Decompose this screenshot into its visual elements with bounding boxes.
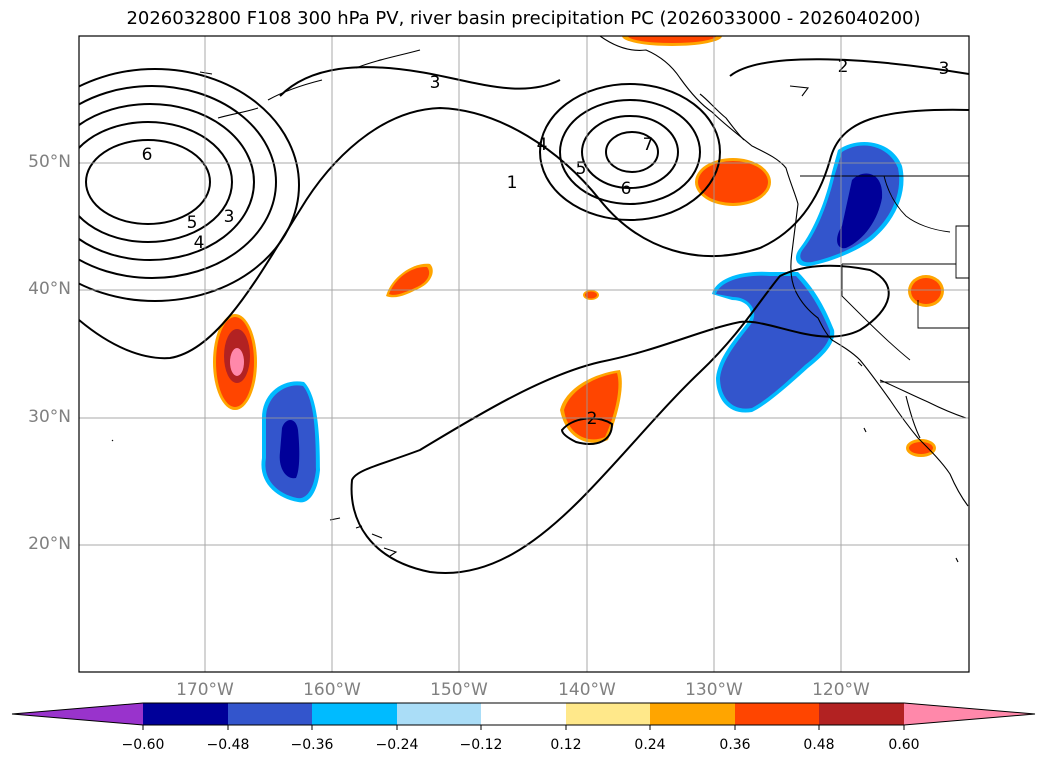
political-borders	[800, 175, 969, 383]
colorbar-tick-label: 0.24	[634, 737, 666, 753]
pv-contour-labels: 1 2 2 3 3 3 4 4 5 5 6 6 7	[142, 57, 950, 429]
contour-label: 7	[643, 135, 654, 155]
lat-label: 30°N	[28, 407, 71, 427]
negative-precip-anomalies	[261, 142, 904, 503]
colorbar-bin	[735, 703, 819, 725]
map-title: 2026032800 F108 300 hPa PV, river basin …	[126, 8, 921, 29]
lon-label: 140°W	[558, 680, 616, 700]
contour-label: 2	[587, 409, 598, 429]
colorbar-tick-label: 0.48	[803, 737, 835, 753]
lon-label: 130°W	[685, 680, 743, 700]
lon-label: 150°W	[430, 680, 488, 700]
lat-label: 20°N	[28, 534, 71, 554]
contour-label: 3	[939, 59, 950, 79]
contour-label: 5	[576, 159, 587, 179]
colorbar-tick-label: 0.60	[888, 737, 920, 753]
colorbar-under-arrow	[12, 703, 143, 725]
colorbar-tick-label: −0.24	[375, 737, 419, 753]
lon-label: 170°W	[176, 680, 234, 700]
contour-label: 4	[537, 135, 548, 155]
graticule	[79, 36, 969, 672]
map-content: 1 2 2 3 3 3 4 4 5 5 6 6 7	[79, 36, 969, 672]
colorbar-tick-label: 0.12	[550, 737, 582, 753]
lon-label: 120°W	[812, 680, 870, 700]
contour-label: 6	[621, 179, 632, 199]
colorbar-bin	[566, 703, 650, 725]
contour-label: 3	[430, 73, 441, 93]
colorbar-bin	[312, 703, 397, 725]
colorbar-bin	[143, 703, 228, 725]
contour-label: 6	[142, 145, 153, 165]
colorbar-bin	[481, 703, 566, 725]
lat-label: 40°N	[28, 279, 71, 299]
colorbar-bin	[819, 703, 904, 725]
colorbar-bin	[228, 703, 312, 725]
colorbar-over-arrow	[904, 703, 1035, 725]
colorbar	[11, 702, 1036, 730]
colorbar-tick-label: −0.60	[121, 737, 165, 753]
contour-label: 2	[838, 57, 849, 77]
lat-label: 50°N	[28, 152, 71, 172]
pv-contours	[79, 58, 969, 574]
contour-label: 1	[507, 173, 518, 193]
map-frame	[78, 35, 970, 673]
contour-label: 5	[187, 213, 198, 233]
colorbar-tick-label: −0.12	[459, 737, 503, 753]
colorbar-bin	[650, 703, 735, 725]
lon-label: 160°W	[303, 680, 361, 700]
contour-label: 4	[194, 233, 205, 253]
map-background	[79, 36, 969, 672]
colorbar-tick-label: −0.36	[290, 737, 334, 753]
contour-label: 3	[224, 207, 235, 227]
colorbar-bin	[397, 703, 481, 725]
colorbar-tick-label: −0.48	[206, 737, 250, 753]
colorbar-tick-label: 0.36	[719, 737, 751, 753]
